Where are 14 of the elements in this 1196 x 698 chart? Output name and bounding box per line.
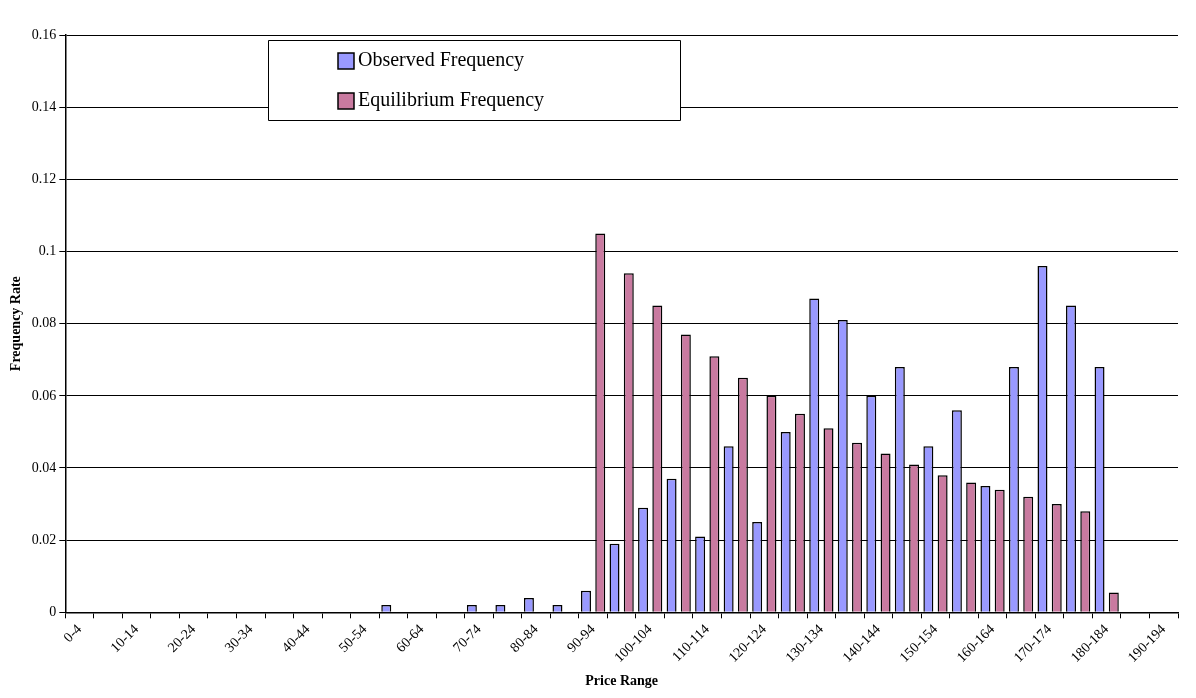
y-tick-label: 0.1 [38,243,57,259]
x-tick-label: 0-4 [60,621,85,646]
y-tick-label: 0.16 [31,26,57,42]
y-tick-label: 0.06 [31,387,57,403]
legend-label: Observed Frequency [358,48,525,72]
y-tick-label: 0.04 [31,459,57,475]
y-tick-label: 0 [49,604,57,619]
legend-label: Equilibrium Frequency [358,88,545,112]
y-tick-label: 0.02 [31,531,57,547]
y-axis-title: Frequency Rate [8,276,24,372]
x-axis-title: Price Range [585,673,658,689]
y-tick-label: 0.12 [31,171,57,186]
y-tick-label: 0.14 [31,98,57,114]
y-tick-label: 0.08 [31,315,57,331]
